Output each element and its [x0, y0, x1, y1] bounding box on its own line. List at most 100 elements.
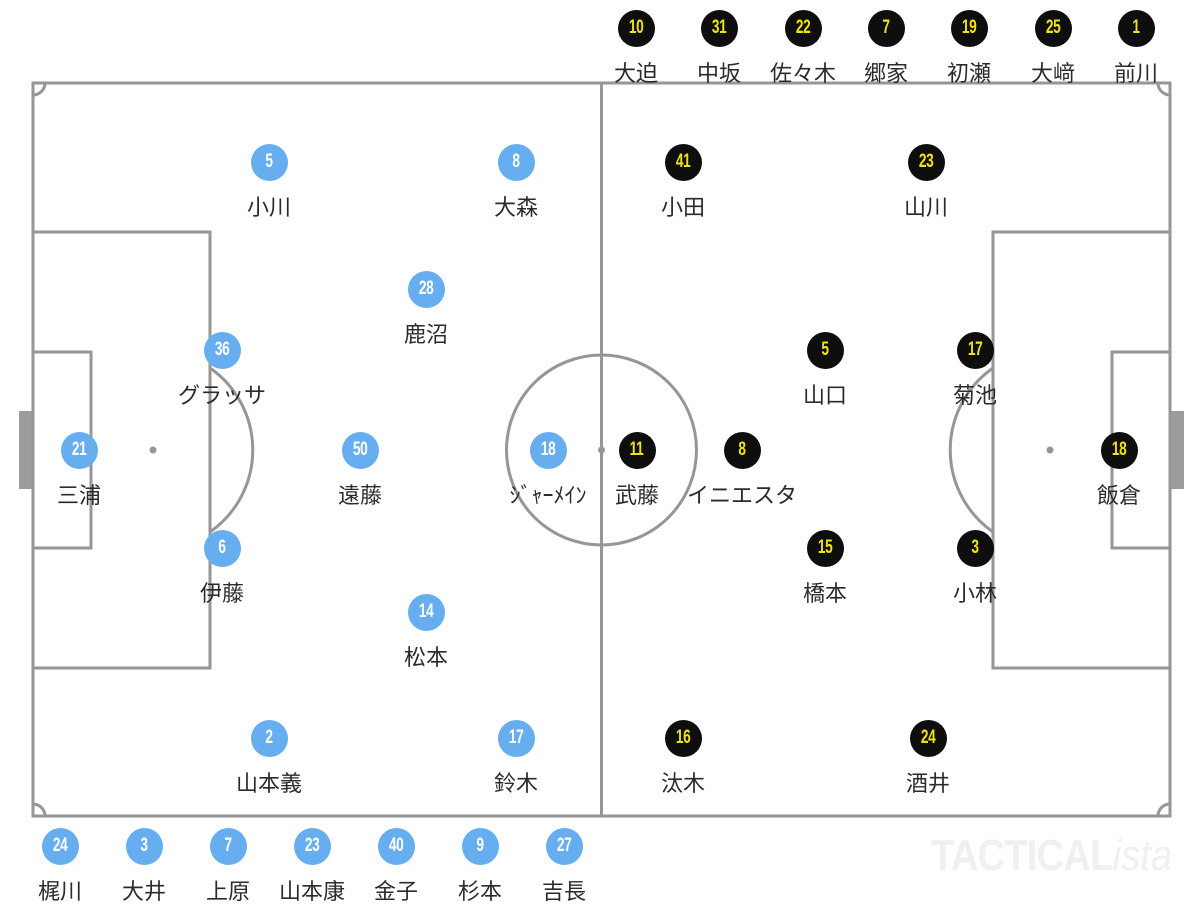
player-name: 郷家: [863, 61, 908, 86]
player-marker[interactable]: 11: [618, 431, 656, 469]
bench-player-marker[interactable]: 1: [1117, 9, 1155, 47]
player-number: 15: [817, 537, 833, 558]
player-marker[interactable]: 8: [723, 431, 761, 469]
player-marker[interactable]: 23: [907, 143, 945, 181]
player-number: 6: [218, 537, 226, 558]
player-name: 橋本: [802, 581, 847, 606]
player-marker[interactable]: 14: [407, 593, 445, 631]
bench-player-marker[interactable]: 40: [377, 827, 415, 865]
player-marker[interactable]: 8: [497, 143, 535, 181]
bench-player-marker[interactable]: 24: [41, 827, 79, 865]
player-name: 飯倉: [1096, 483, 1141, 508]
penalty-spot-right: [1046, 446, 1054, 454]
player-number: 25: [1045, 17, 1061, 38]
corner-arc-bottom-left: [32, 802, 47, 817]
player-name: 中坂: [696, 61, 741, 86]
watermark-tacticalista: TACTICALista: [931, 834, 1172, 878]
player-name: 小田: [660, 195, 705, 220]
player-number: 18: [540, 439, 556, 460]
bench-player-marker[interactable]: 10: [617, 9, 655, 47]
bench-player-marker[interactable]: 9: [461, 827, 499, 865]
bench-player-marker[interactable]: 19: [950, 9, 988, 47]
player-marker[interactable]: 3: [956, 529, 994, 567]
player-name: 鈴木: [493, 771, 538, 796]
player-number: 17: [508, 727, 524, 748]
corner-arc-bottom-right: [1156, 802, 1171, 817]
player-number: 16: [675, 727, 691, 748]
player-name: ｼﾞｬｰﾒｲﾝ: [509, 483, 587, 508]
bench-player-marker[interactable]: 31: [700, 9, 738, 47]
player-name: 山本義: [235, 771, 302, 796]
bench-player-marker[interactable]: 23: [293, 827, 331, 865]
player-name: 小林: [952, 581, 997, 606]
player-marker[interactable]: 5: [806, 331, 844, 369]
player-name: 三浦: [56, 483, 101, 508]
player-number: 5: [821, 339, 829, 360]
bench-player-marker[interactable]: 7: [209, 827, 247, 865]
player-number: 27: [556, 835, 572, 856]
player-number: 9: [476, 835, 484, 856]
player-number: 50: [352, 439, 368, 460]
bench-player-marker[interactable]: 3: [125, 827, 163, 865]
penalty-spot-left: [149, 446, 157, 454]
center-circle: [505, 353, 698, 547]
player-number: 18: [1111, 439, 1127, 460]
corner-arc-top-left: [32, 82, 47, 97]
player-name: 大迫: [613, 61, 658, 86]
player-name: 酒井: [905, 771, 950, 796]
player-marker[interactable]: 17: [497, 719, 535, 757]
player-number: 14: [418, 601, 434, 622]
player-marker[interactable]: 50: [341, 431, 379, 469]
player-name: 鹿沼: [403, 322, 448, 347]
player-number: 8: [738, 439, 746, 460]
player-marker[interactable]: 17: [956, 331, 994, 369]
center-spot: [598, 446, 605, 454]
player-name: 佐々木: [769, 61, 836, 86]
player-name: 大﨑: [1030, 61, 1075, 86]
player-number: 23: [918, 151, 934, 172]
player-number: 31: [711, 17, 727, 38]
player-marker[interactable]: 2: [250, 719, 288, 757]
player-marker[interactable]: 6: [203, 529, 241, 567]
player-number: 10: [628, 17, 644, 38]
player-number: 21: [71, 439, 87, 460]
player-name: 伊藤: [199, 581, 244, 606]
player-marker[interactable]: 16: [664, 719, 702, 757]
player-marker[interactable]: 21: [60, 431, 98, 469]
player-number: 5: [265, 151, 273, 172]
player-marker[interactable]: 36: [203, 331, 241, 369]
player-number: 36: [214, 339, 230, 360]
goal-right: [1170, 411, 1184, 489]
player-number: 24: [920, 727, 936, 748]
player-marker[interactable]: 24: [909, 719, 947, 757]
player-name: 山川: [903, 195, 948, 220]
player-number: 11: [630, 439, 644, 460]
player-number: 41: [675, 151, 691, 172]
goal-left: [19, 411, 33, 489]
player-number: 28: [418, 278, 434, 299]
player-marker[interactable]: 15: [806, 529, 844, 567]
bench-player-marker[interactable]: 25: [1034, 9, 1072, 47]
player-number: 40: [388, 835, 404, 856]
player-number: 3: [140, 835, 148, 856]
player-number: 1: [1132, 17, 1140, 38]
player-number: 7: [224, 835, 232, 856]
player-name: 小川: [246, 195, 291, 220]
bench-player-marker[interactable]: 27: [545, 827, 583, 865]
player-name: イニエスタ: [686, 483, 797, 508]
player-marker[interactable]: 18: [529, 431, 567, 469]
player-name: 汰木: [660, 771, 705, 796]
player-marker[interactable]: 28: [407, 270, 445, 308]
bench-player-marker[interactable]: 7: [867, 9, 905, 47]
player-number: 17: [967, 339, 983, 360]
player-name: 吉長: [541, 879, 586, 904]
player-marker[interactable]: 18: [1100, 431, 1138, 469]
player-number: 22: [795, 17, 811, 38]
bench-player-marker[interactable]: 22: [784, 9, 822, 47]
player-marker[interactable]: 41: [664, 143, 702, 181]
player-name: 遠藤: [337, 483, 382, 508]
player-marker[interactable]: 5: [250, 143, 288, 181]
player-name: 武藤: [614, 483, 659, 508]
